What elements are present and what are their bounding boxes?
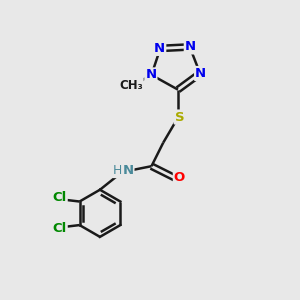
Text: N: N: [195, 67, 206, 80]
Text: CH₃: CH₃: [119, 79, 143, 92]
Text: N: N: [122, 164, 134, 177]
Text: S: S: [175, 110, 184, 124]
Text: Cl: Cl: [52, 191, 67, 205]
Text: H: H: [113, 164, 122, 177]
Text: O: O: [174, 172, 185, 184]
Text: N: N: [145, 68, 156, 81]
Text: Cl: Cl: [52, 222, 67, 235]
Text: N: N: [154, 42, 165, 55]
Text: N: N: [185, 40, 196, 53]
